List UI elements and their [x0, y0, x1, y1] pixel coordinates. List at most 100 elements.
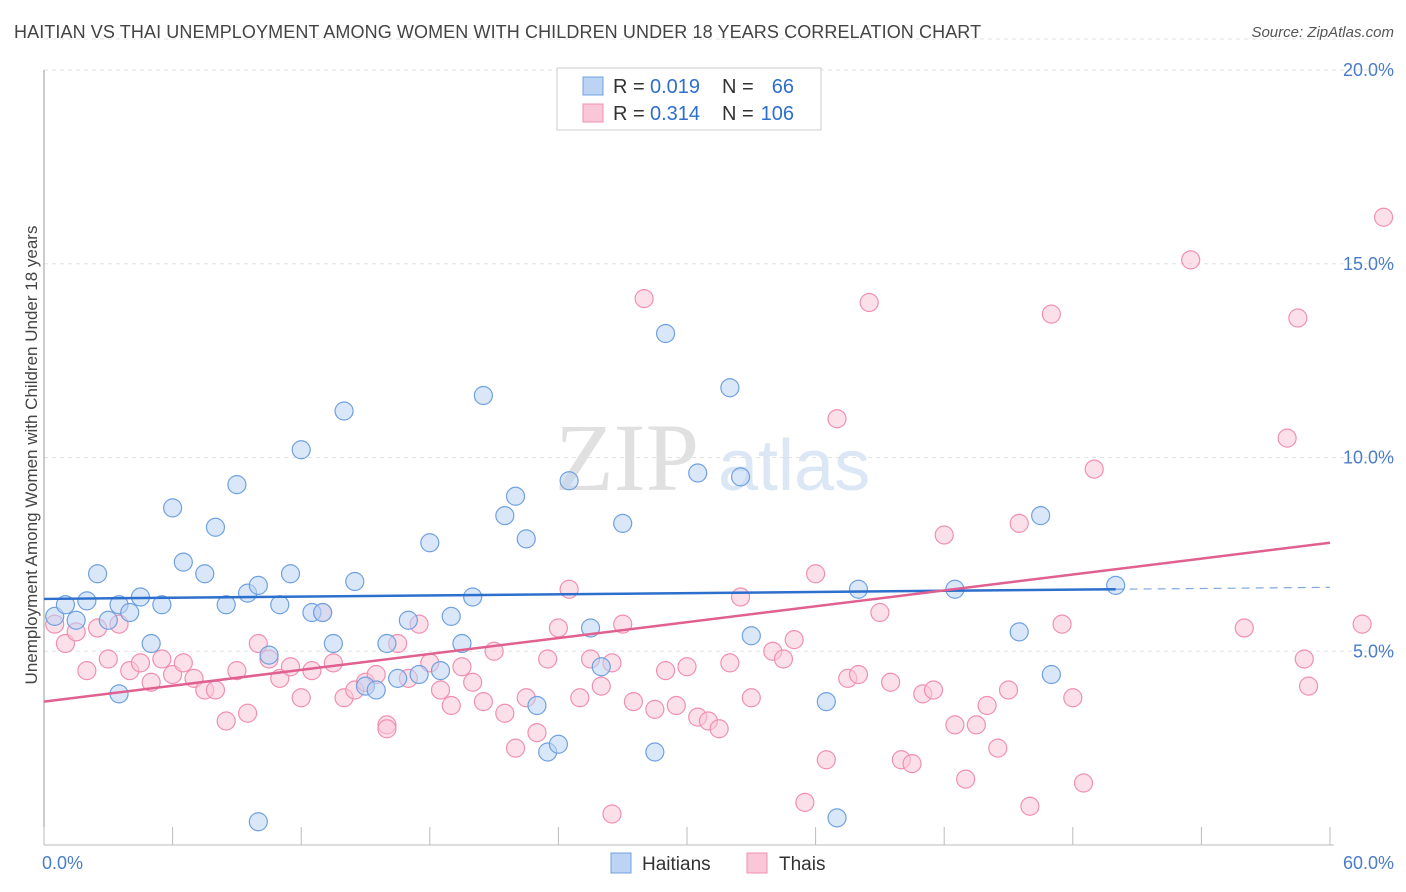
thais-point-88: [998, 680, 1019, 700]
thais-point-63: [720, 653, 740, 673]
thais-point-76: [870, 602, 890, 623]
thais-point-100: [1294, 649, 1314, 669]
haitians-point-37: [441, 606, 461, 626]
legend-n-label-thais: N =: [722, 103, 754, 125]
thais-point-26: [323, 653, 343, 673]
legend-swatch-thais: [582, 103, 604, 123]
thais-point-51: [591, 676, 611, 696]
thais-point-103: [1352, 614, 1372, 634]
haitians-point-16: [216, 595, 236, 615]
bottom-legend-swatch-thais: [746, 852, 768, 874]
thais-point-64: [730, 587, 751, 607]
haitians-point-7: [120, 602, 140, 623]
haitians-trend-extension: [1115, 586, 1331, 590]
haitians-point-26: [323, 633, 343, 654]
haitians-point-13: [173, 552, 193, 572]
haitians-point-56: [741, 626, 761, 646]
haitians-point-50: [613, 513, 633, 533]
thais-point-74: [848, 664, 869, 685]
thais-point-81: [923, 680, 944, 700]
thais-point-82: [934, 525, 954, 545]
haitians-point-46: [548, 734, 569, 754]
thais-point-85: [966, 715, 986, 735]
thais-point-102: [1373, 207, 1394, 227]
thais-point-23: [291, 688, 311, 708]
thais-point-47: [548, 618, 569, 638]
thais-point-90: [1020, 796, 1040, 816]
haitians-point-15: [205, 517, 226, 537]
haitians-point-32: [388, 668, 408, 688]
haitians-point-11: [152, 595, 172, 615]
thais-point-37: [441, 695, 461, 716]
thais-point-59: [677, 657, 697, 677]
thais-point-91: [1041, 304, 1061, 324]
watermark-atlas: atlas: [718, 426, 870, 506]
x-tick-label-min: 0.0%: [42, 853, 83, 873]
thais-point-67: [773, 649, 794, 669]
haitians-point-64: [1106, 575, 1126, 595]
thais-point-72: [827, 409, 847, 429]
legend-swatch-haitians: [582, 76, 604, 96]
thais-trend-line: [43, 541, 1331, 703]
thais-point-84: [956, 769, 976, 789]
thais-point-12: [173, 653, 193, 673]
y-tick-labels: 5.0% 10.0% 15.0% 20.0%: [1343, 60, 1394, 661]
series-legend: Haitians Thais: [610, 852, 825, 875]
thais-point-43: [505, 738, 526, 758]
thais-point-87: [988, 738, 1008, 758]
haitians-point-4: [87, 564, 108, 584]
thais-point-86: [977, 695, 997, 716]
thais-point-99: [1288, 308, 1308, 328]
haitians-point-20: [259, 645, 279, 665]
haitians-point-51: [645, 742, 665, 762]
thais-point-75: [859, 292, 879, 313]
x-tick-label-max: 60.0%: [1343, 853, 1394, 873]
haitians-point-31: [377, 633, 397, 654]
legend-n-label-haitians: N =: [722, 76, 754, 98]
haitians-point-5: [98, 610, 118, 630]
haitians-point-65: [248, 812, 268, 832]
haitians-point-25: [313, 602, 333, 623]
thais-point-77: [881, 672, 901, 692]
y-tick-label-0: 5.0%: [1353, 641, 1394, 661]
legend-n-value-thais: 106: [761, 103, 794, 125]
haitians-point-3: [77, 591, 97, 611]
thais-point-55: [634, 289, 654, 309]
haitians-point-27: [334, 401, 354, 421]
thais-point-48: [559, 579, 579, 599]
haitians-point-34: [409, 664, 429, 685]
haitians-point-17: [227, 475, 247, 495]
haitians-point-54: [720, 378, 740, 398]
y-tick-label-2: 15.0%: [1343, 254, 1394, 274]
thais-point-38: [452, 657, 472, 677]
haitians-point-30: [366, 680, 386, 700]
legend-n-value-haitians: 66: [772, 76, 794, 98]
thais-point-69: [795, 792, 815, 812]
thais-point-56: [645, 699, 665, 719]
thais-point-104: [377, 719, 397, 739]
haitians-point-21: [270, 595, 290, 615]
thais-point-39: [463, 672, 483, 692]
haitians-point-44: [527, 695, 547, 716]
thais-point-24: [302, 661, 322, 681]
thais-point-94: [1073, 773, 1094, 793]
watermark-zip: ZIP: [555, 404, 699, 511]
legend-r-value-haitians: 0.019: [650, 76, 700, 98]
legend-r-label-haitians: R =: [613, 76, 645, 98]
thais-point-10: [152, 649, 172, 669]
bottom-legend-swatch-haitians: [610, 852, 632, 874]
series-thais: [45, 207, 1394, 824]
haitians-point-2: [66, 610, 86, 630]
haitians-point-38: [452, 633, 472, 654]
thais-point-71: [816, 750, 836, 770]
thais-point-95: [1084, 459, 1104, 479]
thais-point-105: [602, 804, 622, 824]
thais-point-8: [130, 653, 151, 673]
haitians-point-10: [141, 633, 161, 654]
haitians-point-19: [248, 575, 268, 595]
y-tick-label-1: 10.0%: [1343, 448, 1394, 468]
thais-point-79: [902, 754, 922, 774]
haitians-point-33: [398, 610, 418, 630]
thais-point-57: [655, 661, 676, 681]
